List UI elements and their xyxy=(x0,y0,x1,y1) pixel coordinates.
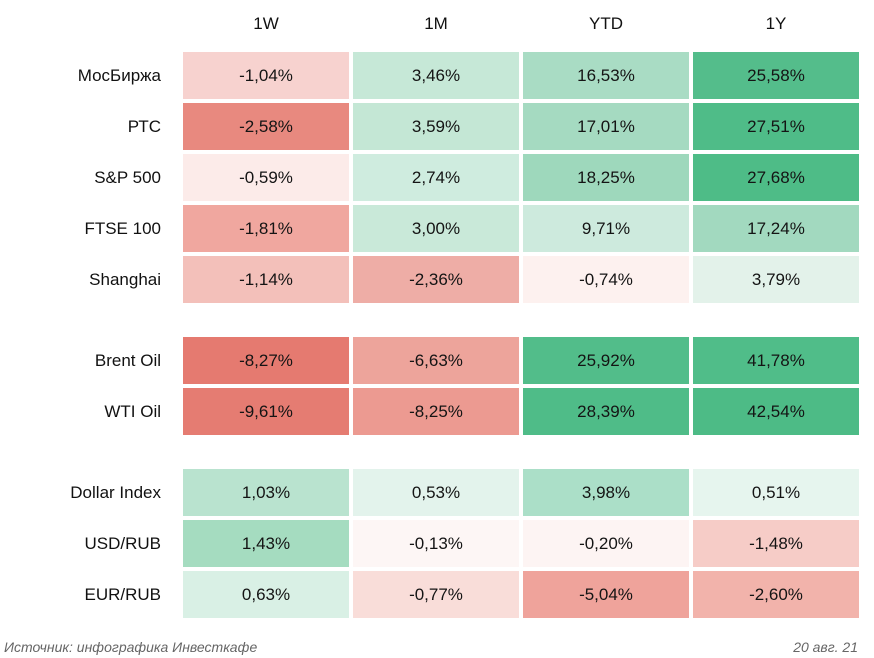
footer: Источник: инфографика Инвесткафе 20 авг.… xyxy=(0,639,874,655)
heatmap-cell: 3,46% xyxy=(353,52,519,99)
heatmap-cell: 25,58% xyxy=(693,52,859,99)
heatmap-cell: -0,59% xyxy=(183,154,349,201)
heatmap-cell: -2,60% xyxy=(693,571,859,618)
header-spacer xyxy=(0,8,179,40)
heatmap-cell: -2,36% xyxy=(353,256,519,303)
row-label: USD/RUB xyxy=(84,533,161,553)
heatmap-cell: 42,54% xyxy=(693,388,859,435)
heatmap-cell: -2,58% xyxy=(183,103,349,150)
heatmap-cell: 0,63% xyxy=(183,571,349,618)
row-label: МосБиржа xyxy=(77,65,161,85)
heatmap-cell: 18,25% xyxy=(523,154,689,201)
table-row: РТС -2,58% 3,59% 17,01% 27,51% xyxy=(0,103,874,150)
table-row: FTSE 100 -1,81% 3,00% 9,71% 17,24% xyxy=(0,205,874,252)
column-header-1y: 1Y xyxy=(765,14,787,33)
row-label: РТС xyxy=(127,116,161,136)
table-row: EUR/RUB 0,63% -0,77% -5,04% -2,60% xyxy=(0,571,874,618)
heatmap-cell: -0,77% xyxy=(353,571,519,618)
heatmap-cell: 16,53% xyxy=(523,52,689,99)
column-header-row: 1W 1M YTD 1Y xyxy=(0,8,874,40)
heatmap-cell: 9,71% xyxy=(523,205,689,252)
row-group-currencies: Dollar Index 1,03% 0,53% 3,98% 0,51% USD/RUB 1… xyxy=(0,469,874,618)
column-header-1m: 1M xyxy=(424,14,448,33)
row-label: Brent Oil xyxy=(94,350,161,370)
row-label: Shanghai xyxy=(89,269,161,289)
table-row: S&P 500 -0,59% 2,74% 18,25% 27,68% xyxy=(0,154,874,201)
table-row: Shanghai -1,14% -2,36% -0,74% 3,79% xyxy=(0,256,874,303)
heatmap-cell: 17,24% xyxy=(693,205,859,252)
table-row: Brent Oil -8,27% -6,63% 25,92% 41,78% xyxy=(0,337,874,384)
row-label: Dollar Index xyxy=(70,482,161,502)
heatmap-cell: -0,13% xyxy=(353,520,519,567)
heatmap-cell: -6,63% xyxy=(353,337,519,384)
heatmap-cell: 3,79% xyxy=(693,256,859,303)
row-label: EUR/RUB xyxy=(84,584,161,604)
heatmap-cell: 3,59% xyxy=(353,103,519,150)
heatmap-cell: 17,01% xyxy=(523,103,689,150)
table-row: МосБиржа -1,04% 3,46% 16,53% 25,58% xyxy=(0,52,874,99)
heatmap-cell: -0,74% xyxy=(523,256,689,303)
heatmap-cell: 0,51% xyxy=(693,469,859,516)
row-label: WTI Oil xyxy=(104,401,161,421)
heatmap-cell: 1,43% xyxy=(183,520,349,567)
heatmap-cell: 27,51% xyxy=(693,103,859,150)
heatmap-cell: 25,92% xyxy=(523,337,689,384)
row-label: FTSE 100 xyxy=(84,218,161,238)
heatmap-cell: 3,98% xyxy=(523,469,689,516)
row-group-commodities: Brent Oil -8,27% -6,63% 25,92% 41,78% WTI Oil… xyxy=(0,337,874,435)
table-row: WTI Oil -9,61% -8,25% 28,39% 42,54% xyxy=(0,388,874,435)
heatmap-cell: -9,61% xyxy=(183,388,349,435)
table-row: Dollar Index 1,03% 0,53% 3,98% 0,51% xyxy=(0,469,874,516)
heatmap-cell: -8,27% xyxy=(183,337,349,384)
heatmap-cell: 3,00% xyxy=(353,205,519,252)
date-caption: 20 авг. 21 xyxy=(793,639,858,655)
heatmap-cell: 41,78% xyxy=(693,337,859,384)
row-group-indices: МосБиржа -1,04% 3,46% 16,53% 25,58% РТС -2,58%… xyxy=(0,52,874,303)
table-row: USD/RUB 1,43% -0,13% -0,20% -1,48% xyxy=(0,520,874,567)
heatmap-cell: 27,68% xyxy=(693,154,859,201)
heatmap-cell: 0,53% xyxy=(353,469,519,516)
heatmap-cell: 2,74% xyxy=(353,154,519,201)
heatmap-cell: -8,25% xyxy=(353,388,519,435)
heatmap-cell: -1,81% xyxy=(183,205,349,252)
column-header-ytd: YTD xyxy=(589,14,623,33)
heatmap-cell: -1,48% xyxy=(693,520,859,567)
heatmap-cell: 28,39% xyxy=(523,388,689,435)
heatmap-cell: -0,20% xyxy=(523,520,689,567)
heatmap-cell: -5,04% xyxy=(523,571,689,618)
source-caption: Источник: инфографика Инвесткафе xyxy=(4,639,258,655)
column-header-1w: 1W xyxy=(253,14,279,33)
heatmap-cell: -1,04% xyxy=(183,52,349,99)
row-label: S&P 500 xyxy=(94,167,161,187)
heatmap-cell: 1,03% xyxy=(183,469,349,516)
heatmap-cell: -1,14% xyxy=(183,256,349,303)
heatmap-body: МосБиржа -1,04% 3,46% 16,53% 25,58% РТС -2,58%… xyxy=(0,52,874,618)
